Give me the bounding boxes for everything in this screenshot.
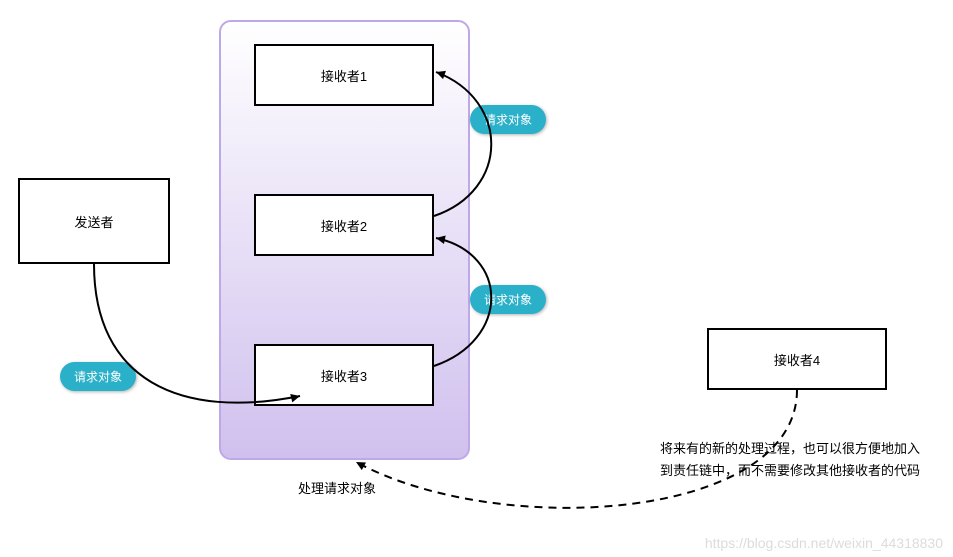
watermark: https://blog.csdn.net/weixin_44318830: [705, 535, 943, 551]
edges-svg: [0, 0, 953, 557]
